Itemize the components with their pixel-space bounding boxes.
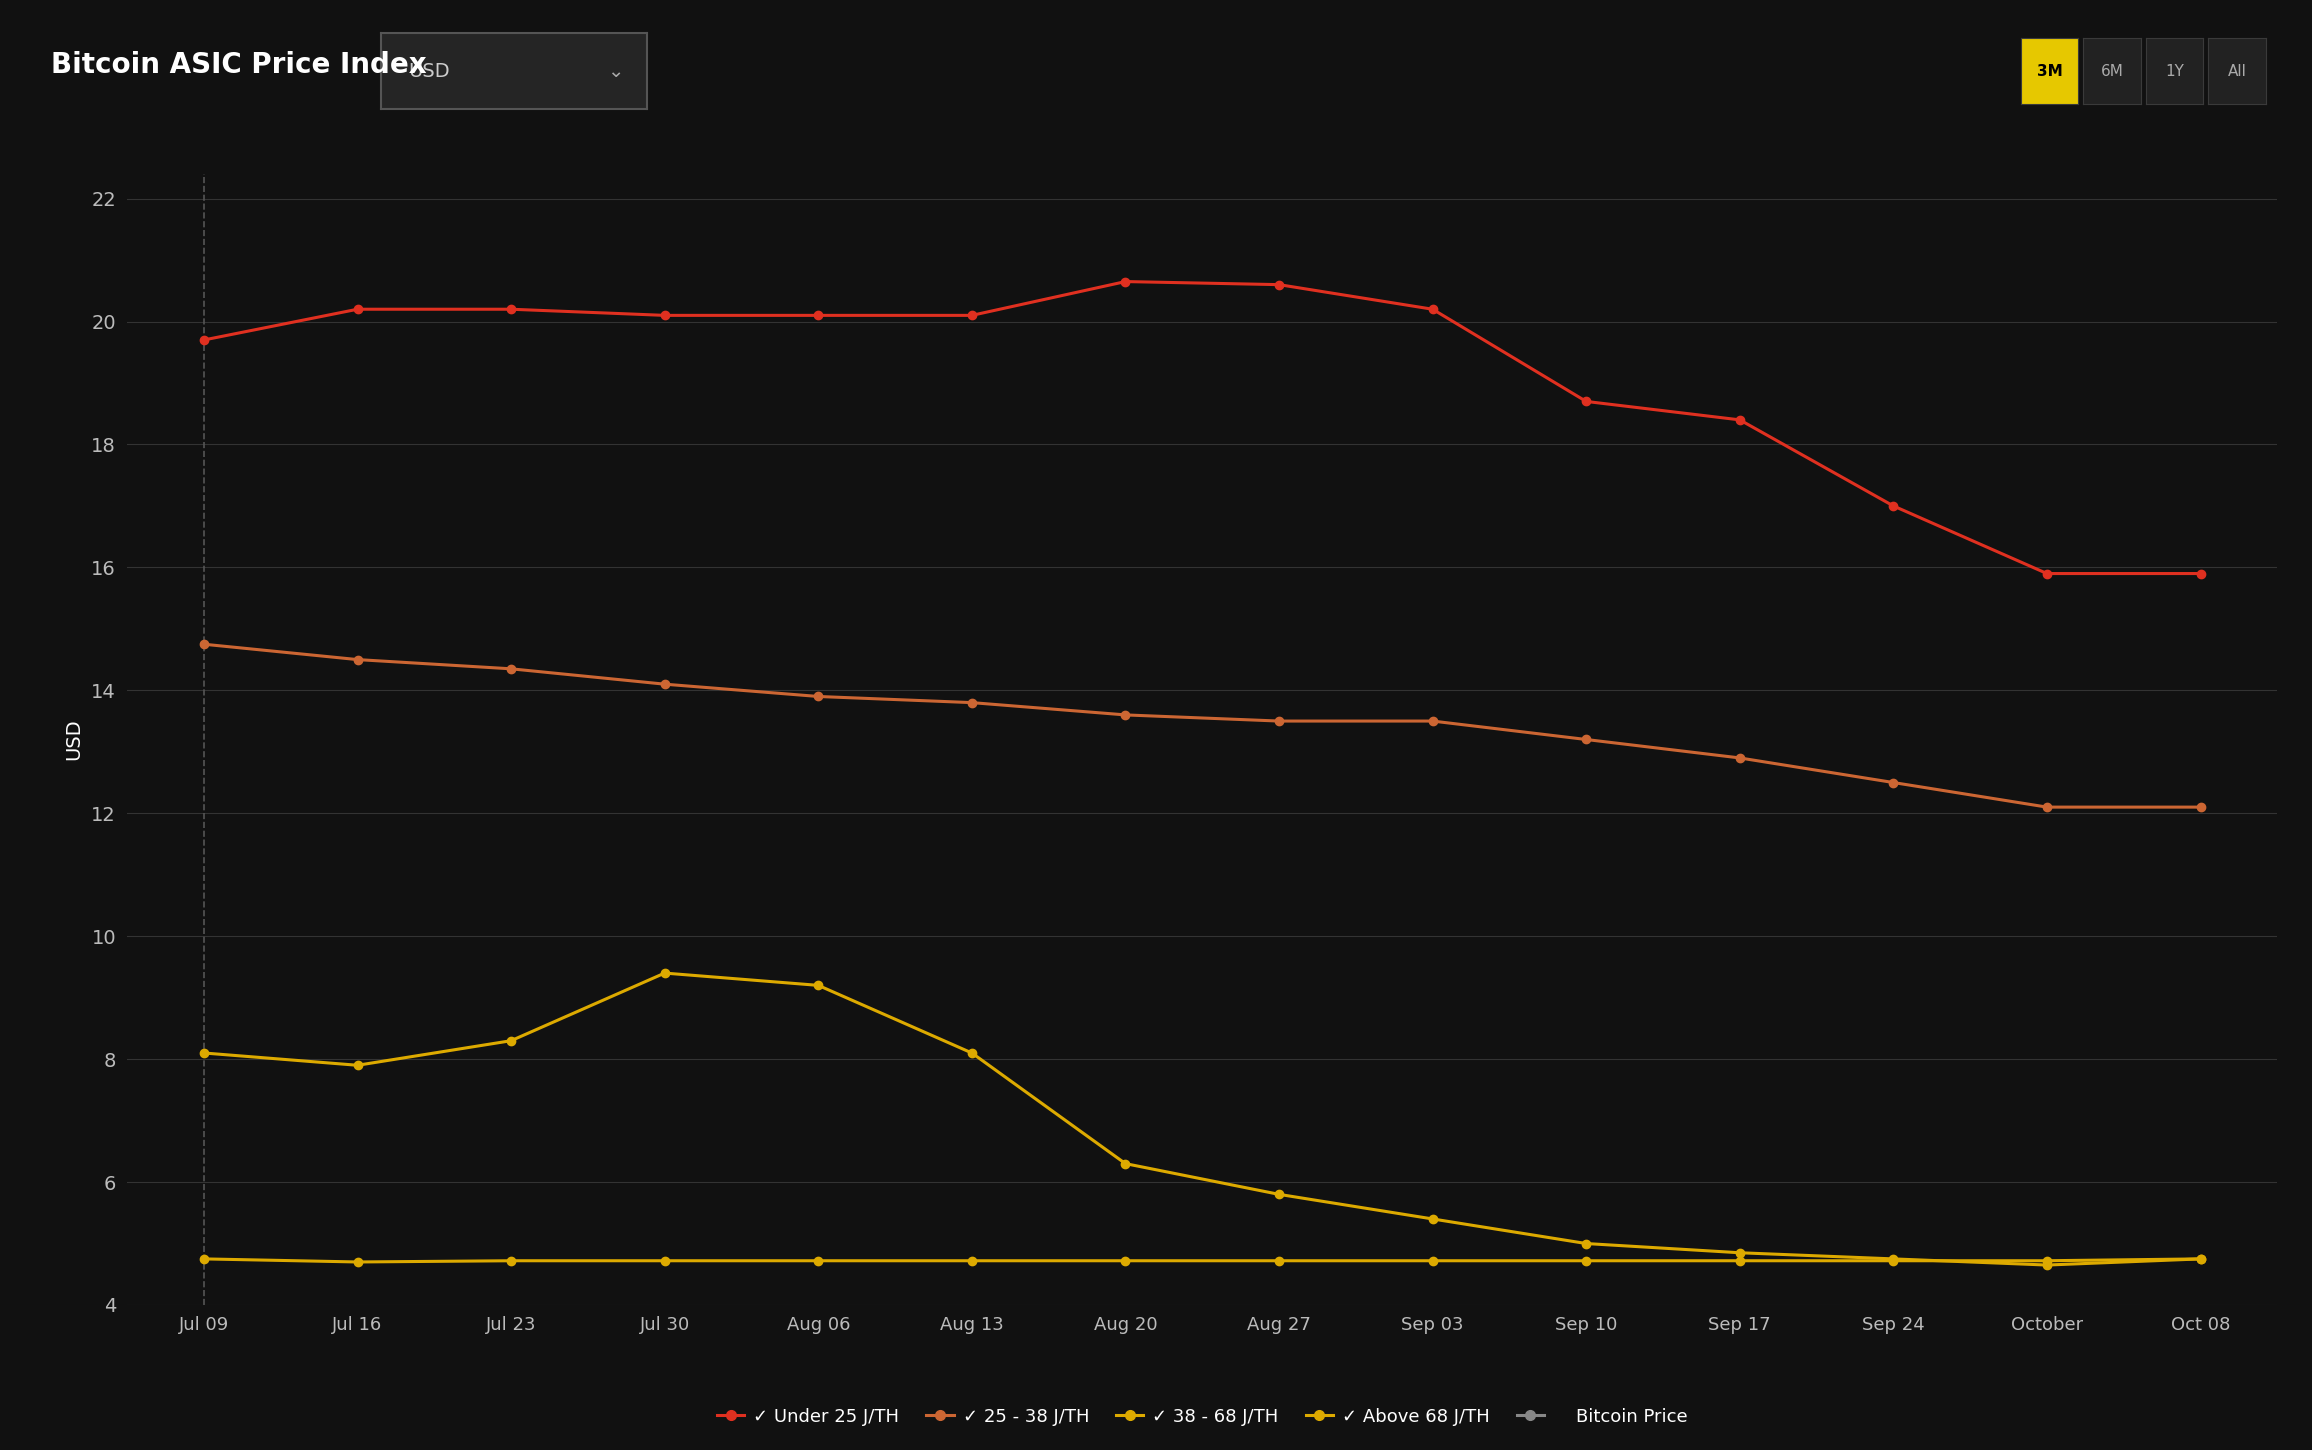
Text: 3M: 3M [2037,64,2062,78]
Text: ⌄: ⌄ [608,61,624,81]
Y-axis label: USD: USD [65,719,83,760]
Text: 1Y: 1Y [2164,64,2185,78]
Text: 6M: 6M [2102,64,2122,78]
Legend: ✓ Under 25 J/TH, ✓ 25 - 38 J/TH, ✓ 38 - 68 J/TH, ✓ Above 68 J/TH,     Bitcoin Pr: ✓ Under 25 J/TH, ✓ 25 - 38 J/TH, ✓ 38 - … [717,1408,1688,1425]
Text: USD: USD [409,61,451,81]
Text: Bitcoin ASIC Price Index: Bitcoin ASIC Price Index [51,51,425,78]
Text: All: All [2226,64,2247,78]
